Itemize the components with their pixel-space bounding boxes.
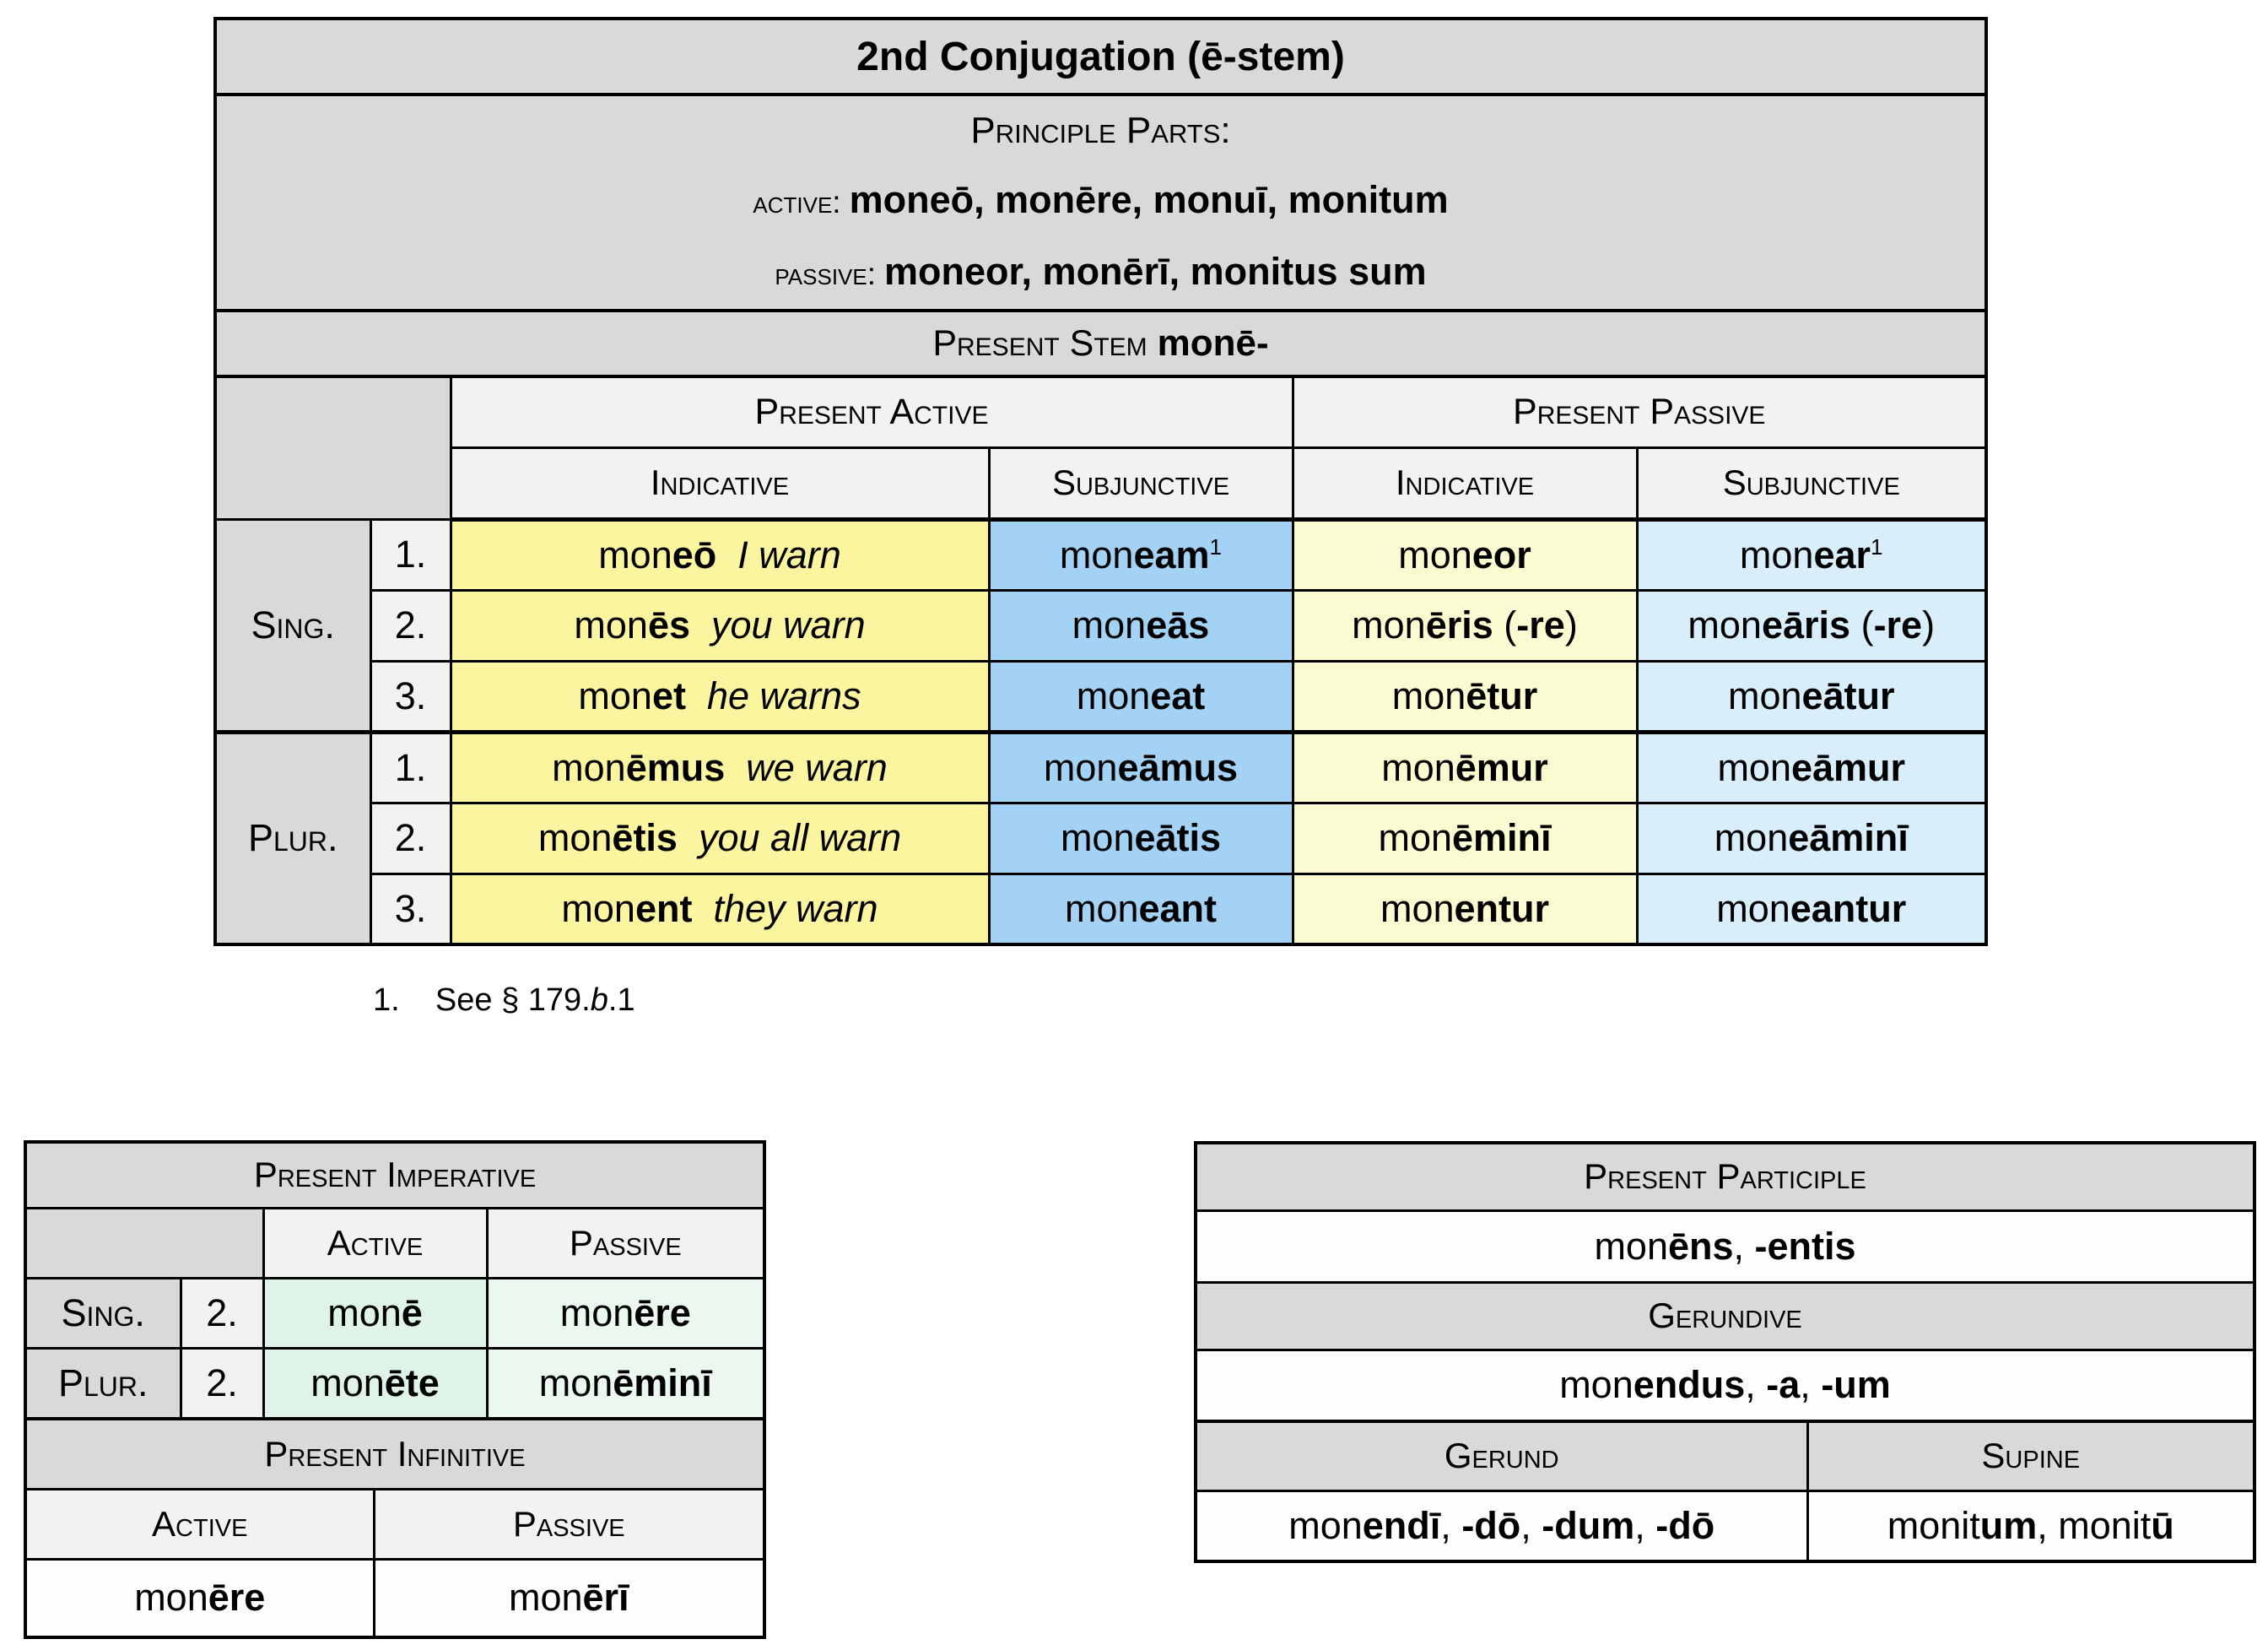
- cell-sing3-passive-indicative: monētur: [1291, 659, 1639, 733]
- supine-title: Supine: [1806, 1420, 2256, 1492]
- cell-supine-form: monitum, monitū: [1806, 1489, 2256, 1563]
- cell-sing3-passive-subjunctive: moneātur: [1635, 659, 1988, 733]
- cell-gerundive-form: monendus, -a, -um: [1194, 1348, 2256, 1423]
- cell-sing2-passive-subjunctive: moneāris (-re): [1635, 588, 1988, 663]
- principal-parts-heading: Principle Parts:: [970, 110, 1231, 151]
- cell-plur2-active-subjunctive: moneātis: [987, 801, 1294, 875]
- cell-infinitive-passive: monērī: [372, 1557, 766, 1639]
- cell-imperative-sing-passive: monēre: [485, 1276, 766, 1350]
- cell-imperative-sing-active: monē: [262, 1276, 489, 1350]
- cell-imperative-plur-passive: monēminī: [485, 1346, 766, 1420]
- cell-plur1-active-subjunctive: moneāmus: [987, 729, 1294, 804]
- table-title: 2nd Conjugation (ē-stem): [213, 17, 1988, 96]
- cell-sing2-active-subjunctive: moneās: [987, 588, 1294, 663]
- main-conjugation-table: 2nd Conjugation (ē-stem) Principle Parts…: [213, 17, 1988, 946]
- person-cell: 1.: [369, 517, 452, 592]
- cell-imperative-plur-active: monēte: [262, 1346, 489, 1420]
- gerundive-title: Gerundive: [1194, 1280, 2256, 1351]
- imperative-corner-cell: [24, 1206, 265, 1279]
- person-cell: 2.: [179, 1276, 265, 1350]
- passive-label: passive:: [775, 257, 877, 291]
- participle-title: Present Participle: [1194, 1141, 2256, 1212]
- cell-infinitive-active: monēre: [24, 1557, 375, 1639]
- cell-plur1-active-indicative: monēmus we warn: [449, 729, 991, 804]
- col-header-active-subjunctive: Subjunctive: [987, 446, 1294, 522]
- active-forms: moneō, monēre, monuī, monitum: [849, 178, 1449, 221]
- active-label: active:: [753, 185, 841, 219]
- person-cell: 2.: [369, 801, 452, 875]
- imperative-row-singular: Sing.: [24, 1276, 182, 1350]
- footnote: 1. See § 179.b.1: [373, 982, 635, 1018]
- person-cell: 3.: [369, 659, 452, 733]
- cell-sing3-active-subjunctive: moneat: [987, 659, 1294, 733]
- cell-plur2-passive-subjunctive: moneāminī: [1635, 801, 1988, 875]
- imperative-col-header-active: Active: [262, 1206, 489, 1279]
- main-conjugation-table-wrap: 2nd Conjugation (ē-stem) Principle Parts…: [213, 17, 1988, 946]
- col-header-active-indicative: Indicative: [449, 446, 991, 522]
- cell-plur3-passive-indicative: monentur: [1291, 872, 1639, 946]
- cell-plur1-passive-indicative: monēmur: [1291, 729, 1639, 804]
- cell-gerund-form: monendī, -dō, -dum, -dō: [1194, 1489, 1809, 1563]
- row-group-plural: Plur.: [213, 729, 372, 946]
- corner-cell: [213, 375, 452, 521]
- present-stem-label: Present Stem: [932, 323, 1148, 364]
- cell-participle-form: monēns, -entis: [1194, 1209, 2256, 1284]
- cell-sing1-active-indicative: moneō I warn: [449, 517, 991, 592]
- infinitive-col-header-passive: Passive: [372, 1487, 766, 1561]
- col-header-passive-subjunctive: Subjunctive: [1635, 446, 1988, 522]
- cell-sing2-active-indicative: monēs you warn: [449, 588, 991, 663]
- cell-plur2-passive-indicative: monēminī: [1291, 801, 1639, 875]
- principal-parts-passive-line: passive: moneor, monērī, monitus sum: [218, 237, 1984, 307]
- cell-plur3-active-subjunctive: moneant: [987, 872, 1294, 946]
- gerund-supine-table: Gerund Supine monendī, -dō, -dum, -dō mo…: [1194, 1420, 2256, 1563]
- gerund-title: Gerund: [1194, 1420, 1809, 1492]
- imperative-col-header-passive: Passive: [485, 1206, 766, 1279]
- col-header-passive-indicative: Indicative: [1291, 446, 1639, 522]
- cell-sing2-passive-indicative: monēris (-re): [1291, 588, 1639, 663]
- cell-sing1-active-subjunctive: moneam1: [987, 517, 1294, 592]
- cell-plur2-active-indicative: monētis you all warn: [449, 801, 991, 875]
- person-cell: 2.: [369, 588, 452, 663]
- present-participle-table: Present Participle monēns, -entis Gerund…: [1194, 1141, 2256, 1423]
- person-cell: 2.: [179, 1346, 265, 1420]
- principal-parts-cell: Principle Parts: active: moneō, monēre, m…: [213, 93, 1988, 312]
- infinitive-col-header-active: Active: [24, 1487, 375, 1561]
- principal-parts-active-line: active: moneō, monēre, monuī, monitum: [218, 165, 1984, 237]
- present-imperative-table: Present Imperative Active Passive Sing. …: [24, 1140, 767, 1420]
- passive-forms: moneor, monērī, monitus sum: [884, 250, 1427, 293]
- participle-gerund-tables: Present Participle monēns, -entis Gerund…: [1194, 1141, 2256, 1563]
- cell-sing1-passive-subjunctive: monear1: [1635, 517, 1988, 592]
- imperative-title: Present Imperative: [24, 1140, 766, 1209]
- present-stem-cell: Present Stem monē-: [213, 309, 1988, 378]
- imperative-infinitive-tables: Present Imperative Active Passive Sing. …: [24, 1140, 767, 1639]
- present-stem-value: monē-: [1157, 322, 1269, 364]
- present-infinitive-table: Present Infinitive Active Passive monēre…: [24, 1417, 766, 1639]
- cell-plur3-active-indicative: monent they warn: [449, 872, 991, 946]
- cell-plur1-passive-subjunctive: moneāmur: [1635, 729, 1988, 804]
- person-cell: 3.: [369, 872, 452, 946]
- cell-sing1-passive-indicative: moneor: [1291, 517, 1639, 592]
- cell-plur3-passive-subjunctive: moneantur: [1635, 872, 1988, 946]
- imperative-row-plural: Plur.: [24, 1346, 182, 1420]
- group-header-present-active: Present Active: [449, 375, 1294, 449]
- person-cell: 1.: [369, 729, 452, 804]
- row-group-singular: Sing.: [213, 517, 372, 733]
- group-header-present-passive: Present Passive: [1291, 375, 1988, 449]
- infinitive-title: Present Infinitive: [24, 1417, 766, 1490]
- cell-sing3-active-indicative: monet he warns: [449, 659, 991, 733]
